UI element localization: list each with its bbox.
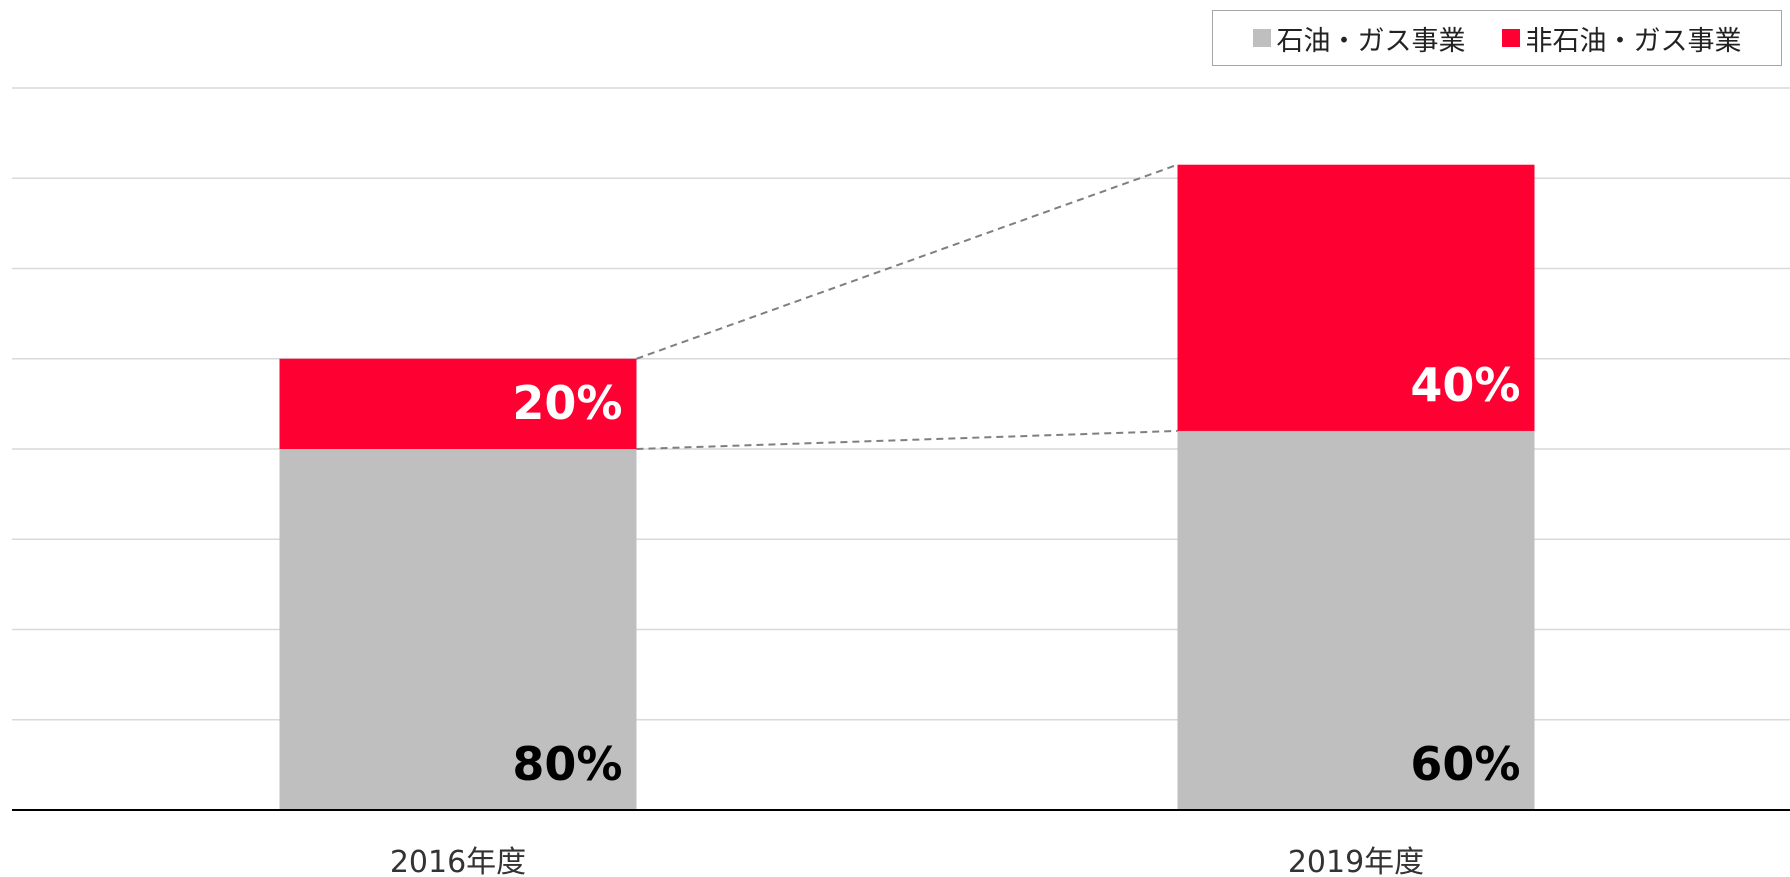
connector-lines [636, 163, 1178, 450]
data-label-oil-gas: 60% [1410, 737, 1520, 791]
legend-swatch-oil-gas [1252, 29, 1271, 47]
connector-line [636, 163, 1178, 360]
bar-segment-oil-gas [279, 449, 637, 810]
x-tick-label: 2016年度 [390, 845, 526, 877]
x-tick-label: 2019年度 [1288, 845, 1424, 877]
data-labels: 80% 20% 60% 40% [512, 358, 1520, 791]
legend: 石油・ガス事業 非石油・ガス事業 [1212, 10, 1782, 66]
bar-segment-oil-gas [1177, 430, 1535, 810]
legend-swatch-non-oil-gas [1501, 29, 1520, 47]
data-label-non-oil-gas: 20% [512, 376, 622, 430]
connector-line [636, 429, 1178, 450]
bar-segment-non-oil-gas [279, 358, 637, 449]
legend-item-oil-gas: 石油・ガス事業 [1252, 19, 1466, 58]
data-label-non-oil-gas: 40% [1410, 358, 1520, 412]
x-tick-labels: 2016年度 2019年度 [390, 845, 1424, 877]
legend-item-non-oil-gas: 非石油・ガス事業 [1501, 19, 1742, 58]
legend-label-oil-gas: 石油・ガス事業 [1276, 25, 1466, 57]
legend-label-non-oil-gas: 非石油・ガス事業 [1525, 25, 1742, 57]
bars [279, 164, 1535, 810]
data-label-oil-gas: 80% [512, 737, 622, 791]
bar-segment-non-oil-gas [1177, 164, 1535, 431]
